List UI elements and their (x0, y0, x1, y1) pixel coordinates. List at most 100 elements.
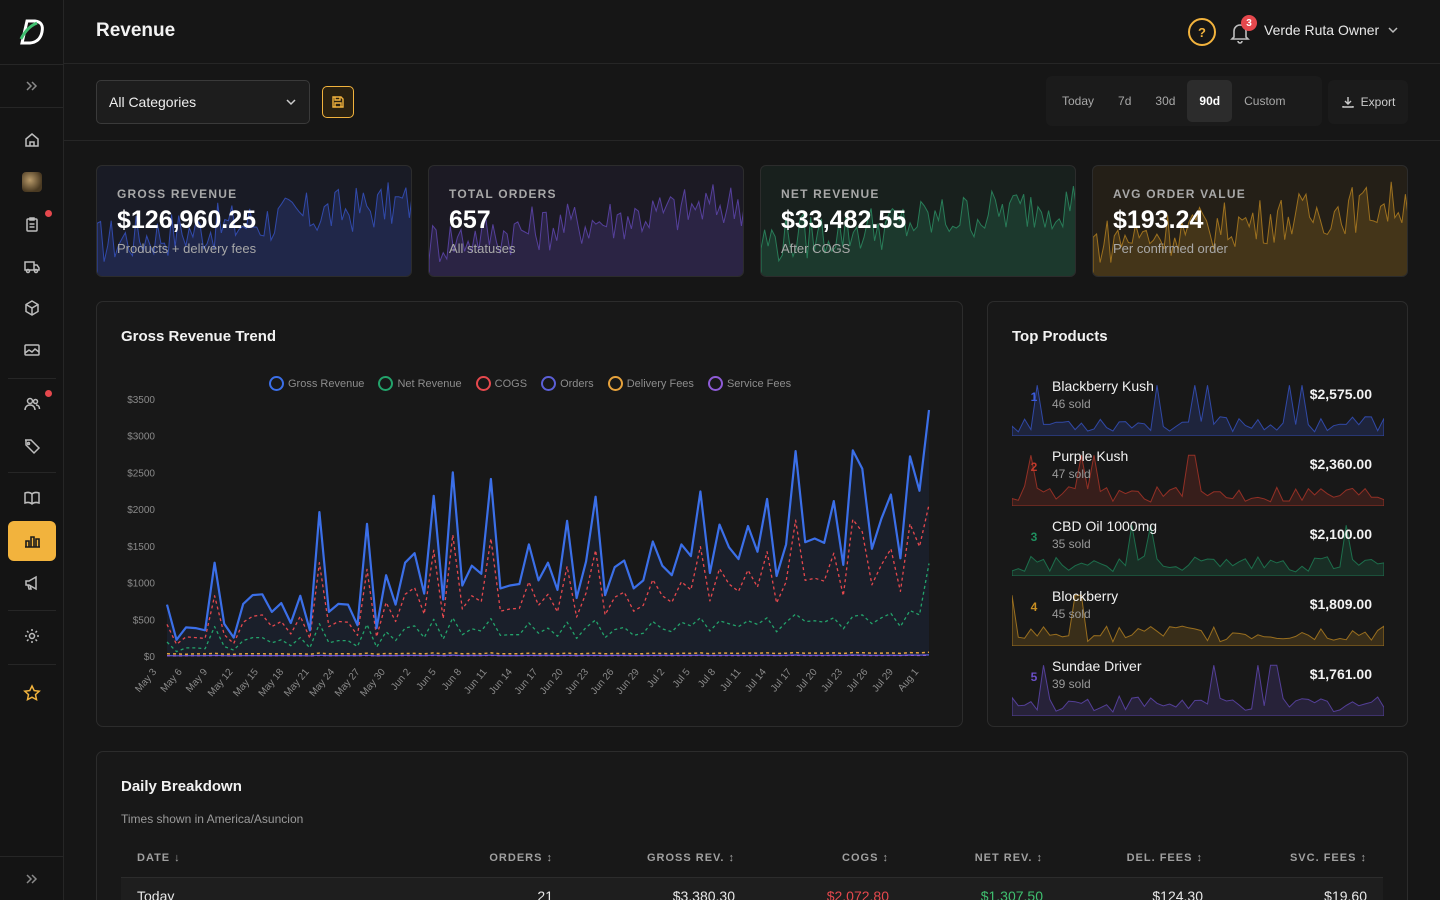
column-header[interactable]: DEL. FEES ↕ (1126, 852, 1203, 864)
legend-item[interactable]: COGS (475, 376, 527, 391)
legend-marker (541, 376, 557, 391)
legend-item[interactable]: Service Fees (707, 376, 791, 391)
product-rank: 2 (1030, 460, 1038, 474)
range-90d[interactable]: 90d (1187, 80, 1233, 122)
logo[interactable] (14, 14, 50, 50)
sidebar-item-media[interactable] (8, 330, 56, 370)
user-menu[interactable]: Verde Ruta Owner (1264, 22, 1399, 38)
product-sparkline (1012, 385, 1384, 436)
sidebar-item-catalog[interactable] (8, 478, 56, 518)
top-products-title: Top Products (1012, 328, 1108, 345)
column-header[interactable]: GROSS REV. ↕ (646, 852, 735, 864)
column-header[interactable]: SVC. FEES ↕ (1289, 852, 1367, 864)
cell-svc: $19.60 (1324, 888, 1367, 900)
download-icon (1341, 97, 1354, 108)
x-tick-label: Jul 14 (743, 667, 769, 695)
y-tick-label: $500 (133, 615, 156, 626)
cell-del: $124.30 (1152, 888, 1203, 900)
stat-label: NET REVENUE (781, 187, 880, 201)
legend-marker (475, 376, 491, 391)
legend-item[interactable]: Gross Revenue (269, 376, 364, 391)
sidebar-item-store[interactable] (8, 162, 56, 202)
product-amount: $1,809.00 (1309, 596, 1372, 612)
x-tick-label: Jul 17 (769, 667, 795, 695)
product-amount: $2,575.00 (1309, 386, 1372, 402)
product-name: Blackberry Kush (1052, 378, 1154, 394)
page-title: Revenue (96, 20, 176, 41)
sidebar-item-delivery[interactable] (8, 246, 56, 286)
column-header[interactable]: DATE ↓ (137, 852, 181, 864)
series-line-service-fees (166, 654, 930, 657)
expand-sidebar-icon[interactable] (0, 64, 64, 108)
product-row[interactable]: 4 Blockberry 45 sold $1,809.00 (1012, 586, 1384, 646)
sidebar-item-settings[interactable] (8, 616, 56, 656)
legend-item[interactable]: Orders (541, 376, 594, 391)
sidebar-item-revenue[interactable] (8, 521, 56, 561)
help-icon[interactable]: ? (1188, 18, 1216, 46)
category-select-value: All Categories (109, 94, 197, 110)
legend-item[interactable]: Delivery Fees (607, 376, 694, 391)
series-line-gross-revenue (165, 409, 931, 641)
sidebar-item-favorites[interactable] (8, 673, 56, 713)
image-icon (24, 344, 40, 356)
series-line-delivery-fees (166, 651, 930, 655)
timezone-note: Times shown in America/Asuncion (121, 812, 304, 826)
collapse-sidebar-icon[interactable] (0, 856, 64, 900)
x-tick-label: May 12 (206, 667, 236, 700)
stat-sparkline (97, 182, 411, 276)
sidebar-item-home[interactable] (8, 120, 56, 160)
filter-bar: All Categories Today 7d 30d 90d Custom Expor… (64, 64, 1440, 141)
stat-subtitle: Products + delivery fees (117, 241, 257, 256)
product-row[interactable]: 1 Blackberry Kush 46 sold $2,575.00 (1012, 376, 1384, 436)
gear-icon (25, 629, 39, 643)
sidebar-item-orders[interactable] (8, 204, 56, 244)
column-header[interactable]: ORDERS ↕ (489, 852, 553, 864)
range-custom[interactable]: Custom (1244, 94, 1286, 108)
cell-date: Today (137, 888, 175, 900)
range-today[interactable]: Today (1062, 94, 1095, 108)
customers-alert-dot (45, 390, 52, 397)
gross-revenue-area (167, 410, 929, 656)
legend-label: Orders (560, 377, 594, 390)
product-row[interactable]: 2 Purple Kush 47 sold $2,360.00 (1012, 446, 1384, 506)
product-sparkline (1012, 454, 1384, 506)
export-button[interactable]: Export (1328, 80, 1408, 124)
daily-breakdown-panel: Daily Breakdown Times shown in America/A… (96, 751, 1408, 900)
sidebar-item-customers[interactable] (8, 384, 56, 424)
stat-sparkline (761, 186, 1075, 276)
legend-item[interactable]: Net Revenue (378, 376, 462, 391)
table-row[interactable]: Today 21 $3,380.30 $2,072.80 $1,307.50 $124.3… (121, 878, 1383, 900)
product-row[interactable]: 5 Sundae Driver 39 sold $1,761.00 (1012, 656, 1384, 716)
stat-value: $193.24 (1113, 206, 1204, 234)
table-header: DATE ↓ ORDERS ↕ GROSS REV. ↕ COGS ↕ NET REV.… (121, 844, 1383, 878)
y-tick-label: $2000 (127, 505, 155, 516)
stat-label: GROSS REVENUE (117, 187, 238, 201)
home-icon (25, 133, 39, 147)
y-tick-label: $3000 (127, 432, 155, 443)
category-select[interactable]: All Categories (96, 80, 310, 124)
column-header[interactable]: COGS ↕ (842, 852, 889, 864)
range-7d[interactable]: 7d (1118, 94, 1132, 108)
product-row[interactable]: 3 CBD Oil 1000mg 35 sold $2,100.00 (1012, 516, 1384, 576)
cell-gross: $3,380.30 (672, 888, 735, 900)
stat-subtitle: Per confirmed order (1113, 241, 1228, 256)
range-30d[interactable]: 30d (1155, 94, 1176, 108)
column-header[interactable]: NET REV. ↕ (974, 852, 1043, 864)
date-range-group: Today 7d 30d 90d Custom (1046, 76, 1322, 126)
y-tick-label: $1500 (127, 542, 155, 553)
sidebar-item-products[interactable] (8, 288, 56, 328)
x-tick-label: Jul 20 (794, 667, 820, 695)
x-tick-label: May 6 (159, 667, 185, 695)
chart-legend: Gross Revenue Net Revenue COGS Orders Delive… (269, 376, 791, 391)
product-sold: 47 sold (1052, 467, 1091, 481)
sidebar-divider (8, 378, 56, 379)
revenue-trend-panel: Gross Revenue Trend Gross Revenue Net Rev… (96, 301, 963, 727)
stat-card: NET REVENUE $33,482.55 After COGS (760, 165, 1076, 277)
notification-badge: 3 (1241, 15, 1257, 31)
sidebar-item-discounts[interactable] (8, 426, 56, 466)
save-filter-button[interactable] (322, 86, 354, 118)
sidebar-item-marketing[interactable] (8, 563, 56, 603)
stat-card: AVG ORDER VALUE $193.24 Per confirmed orde… (1092, 165, 1408, 277)
product-amount: $2,360.00 (1309, 456, 1372, 472)
product-name: Blockberry (1052, 588, 1119, 604)
